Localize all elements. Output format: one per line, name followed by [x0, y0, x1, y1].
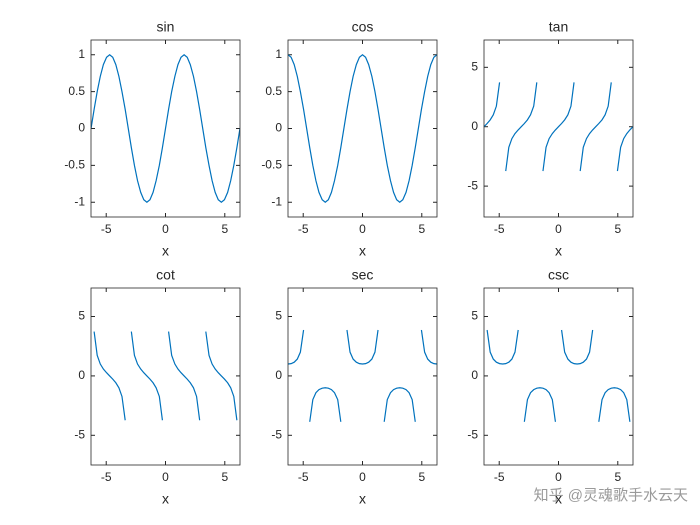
y-tick-label: 0	[275, 368, 282, 382]
y-tick-label: -5	[467, 427, 478, 441]
watermark: 知乎 @灵魂歌手水云天	[534, 487, 688, 504]
y-tick-label: -1	[271, 194, 282, 208]
chart-title: csc	[548, 267, 569, 283]
y-tick-label: -5	[74, 427, 85, 441]
subplot: cot x -5 0 5 -5 0 5	[74, 267, 241, 507]
axes-frame	[483, 39, 634, 218]
x-tick-label: 5	[418, 470, 425, 484]
y-tick-label: -5	[271, 427, 282, 441]
x-tick-label: 0	[555, 470, 562, 484]
data-line	[288, 53, 437, 204]
axes-box	[91, 288, 240, 465]
y-tick-label: 1	[78, 47, 85, 61]
chart-title: cot	[156, 267, 175, 283]
chart-title: cos	[352, 19, 374, 35]
y-tick-label: 5	[275, 309, 282, 323]
x-tick-label: -5	[101, 470, 112, 484]
data-line	[486, 329, 631, 422]
axes-frame	[90, 39, 241, 218]
y-tick-label: 1	[275, 47, 282, 61]
y-tick-label: 0	[78, 121, 85, 135]
x-tick-label: 5	[418, 222, 425, 236]
x-tick-label: -5	[494, 222, 505, 236]
chart-title: tan	[549, 19, 568, 35]
x-axis-label: x	[555, 491, 562, 507]
axes-box	[288, 288, 437, 465]
x-axis-label: x	[162, 491, 169, 507]
x-tick-label: -5	[298, 470, 309, 484]
x-tick-label: 0	[162, 470, 169, 484]
x-tick-label: 5	[614, 470, 621, 484]
subplot: csc x -5 0 5 -5 0 5	[467, 267, 634, 507]
axes-frame	[483, 287, 634, 466]
x-axis-label: x	[359, 243, 366, 259]
y-tick-label: 0.5	[68, 84, 85, 98]
x-tick-label: 0	[162, 222, 169, 236]
x-axis-label: x	[162, 243, 169, 259]
axes-frame	[287, 287, 438, 466]
x-tick-label: -5	[101, 222, 112, 236]
data-line	[93, 331, 238, 421]
subplot: sin x -5 0 5 -1 -0.5 0 0.5 1	[64, 19, 241, 259]
y-tick-label: 0	[471, 119, 478, 133]
y-tick-label: 0	[471, 368, 478, 382]
subplot: tan x -5 0 5 -5 0 5	[467, 19, 634, 259]
data-line	[91, 53, 240, 204]
axes-frame	[287, 39, 438, 218]
subplot: cos x -5 0 5 -1 -0.5 0 0.5 1	[261, 19, 438, 259]
x-tick-label: 5	[221, 470, 228, 484]
y-tick-label: 5	[471, 59, 478, 73]
y-tick-label: -5	[467, 178, 478, 192]
y-tick-label: 0	[78, 368, 85, 382]
x-axis-label: x	[555, 243, 562, 259]
y-tick-label: -0.5	[64, 158, 85, 172]
x-axis-label: x	[359, 491, 366, 507]
x-tick-label: 5	[614, 222, 621, 236]
axes-box	[288, 40, 437, 217]
y-tick-label: 5	[78, 309, 85, 323]
axes-box	[484, 40, 633, 217]
x-tick-label: 0	[555, 222, 562, 236]
chart-title: sec	[352, 267, 374, 283]
y-tick-label: -1	[74, 194, 85, 208]
chart-title: sin	[157, 19, 175, 35]
subplot: sec x -5 0 5 -5 0 5	[271, 267, 438, 507]
x-tick-label: -5	[494, 470, 505, 484]
y-tick-label: 5	[471, 309, 478, 323]
x-tick-label: 5	[221, 222, 228, 236]
y-tick-label: 0	[275, 121, 282, 135]
y-tick-label: -0.5	[261, 158, 282, 172]
axes-box	[484, 288, 633, 465]
data-line	[484, 82, 633, 172]
x-tick-label: -5	[298, 222, 309, 236]
data-line	[288, 329, 437, 422]
axes-frame	[90, 287, 241, 466]
y-tick-label: 0.5	[265, 84, 282, 98]
x-tick-label: 0	[359, 470, 366, 484]
x-tick-label: 0	[359, 222, 366, 236]
